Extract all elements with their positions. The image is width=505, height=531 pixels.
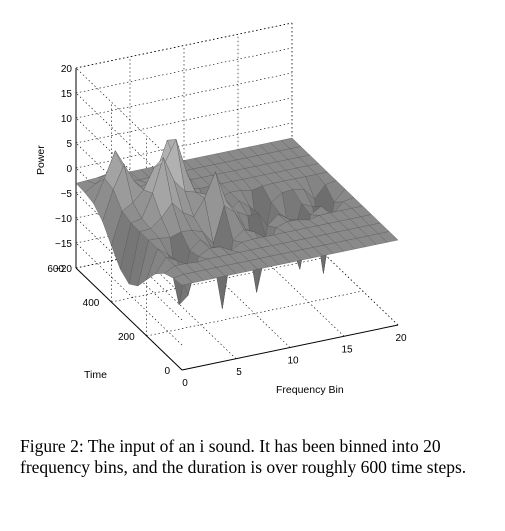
grid-line (111, 256, 328, 303)
x-tick-label: 0 (182, 378, 188, 389)
grid-line (75, 242, 183, 346)
x-tick-label: 15 (341, 344, 353, 355)
grid-line (183, 245, 291, 348)
grid-line (129, 256, 237, 359)
z-tick-label: −10 (55, 214, 72, 225)
x-tick-label: 5 (236, 367, 242, 378)
grid-line (75, 217, 183, 321)
grid-line (75, 22, 293, 69)
z-tick-label: 15 (61, 89, 73, 100)
y-tick-label: 400 (83, 298, 100, 309)
grid-line (75, 97, 293, 144)
z-tick-label: 0 (66, 164, 72, 175)
surface-mesh (75, 137, 399, 309)
y-tick-label: 200 (118, 332, 135, 343)
grid-line (146, 290, 363, 337)
surface-facet (378, 231, 399, 243)
x-tick-label: 10 (287, 356, 299, 367)
y-tick-label: 600 (47, 264, 64, 275)
x-tick-label: 20 (395, 333, 407, 344)
grid-line (75, 267, 183, 371)
grid-line (75, 47, 293, 94)
z-axis-label: Power (35, 145, 47, 175)
x-axis-label: Frequency Bin (276, 384, 344, 396)
figure-caption: Figure 2: The input of an i sound. It ha… (20, 436, 467, 477)
frame-line (291, 222, 399, 326)
grid-line (75, 222, 293, 269)
z-tick-label: 5 (66, 139, 72, 150)
grid-line (237, 234, 345, 337)
z-tick-label: 10 (61, 114, 73, 125)
z-tick-label: −20 (55, 264, 72, 275)
z-tick-label: 20 (61, 64, 73, 75)
y-axis-label: Time (84, 369, 107, 381)
y-tick-label: 0 (164, 366, 170, 377)
z-tick-label: −5 (61, 189, 73, 200)
grid-line (75, 192, 183, 296)
z-tick-label: −15 (55, 239, 72, 250)
grid-line (75, 72, 293, 119)
